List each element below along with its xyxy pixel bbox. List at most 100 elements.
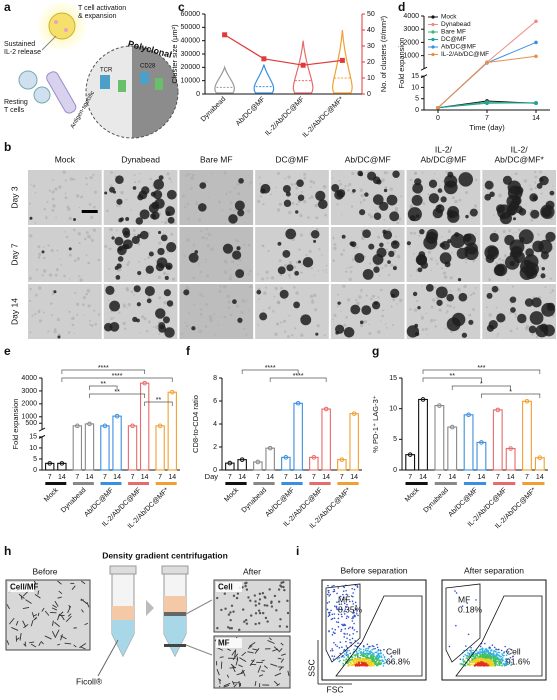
event: [343, 613, 346, 615]
label: IL-2 release: [4, 49, 41, 56]
texture: [435, 259, 437, 262]
fiber: [247, 645, 253, 649]
event: [462, 663, 464, 666]
point: [157, 423, 163, 429]
texture: [539, 265, 541, 268]
cell: [232, 594, 236, 598]
legend-marker: [431, 30, 435, 34]
event: [339, 641, 342, 643]
column-header: Ab/DC@MF: [345, 154, 391, 164]
texture: [229, 208, 232, 211]
cluster: [104, 191, 108, 195]
event: [353, 662, 356, 665]
fiber: [276, 683, 281, 687]
bar: [72, 425, 83, 471]
fiber: [51, 607, 58, 611]
tick-label: 500: [25, 420, 37, 427]
violin: [253, 64, 275, 94]
label: T cells: [4, 107, 25, 114]
event: [472, 661, 475, 663]
texture: [528, 184, 531, 187]
fiber: [277, 657, 282, 660]
bar: [522, 400, 532, 471]
texture: [229, 313, 233, 317]
point: [508, 446, 513, 451]
texture: [337, 180, 339, 182]
cell: [270, 601, 273, 605]
texture: [433, 172, 436, 175]
texture: [293, 265, 297, 269]
texture: [447, 229, 451, 233]
texture: [50, 314, 53, 317]
cell: [254, 622, 257, 626]
texture: [288, 260, 293, 265]
sub-tick-label: 7: [467, 474, 471, 481]
texture: [222, 284, 227, 289]
event: [342, 596, 345, 599]
fiber: [226, 674, 230, 678]
panel-label: e: [4, 344, 11, 358]
texture: [218, 289, 222, 293]
cluster: [488, 319, 498, 330]
texture: [187, 172, 190, 176]
fiber: [23, 643, 27, 647]
cluster: [506, 204, 518, 216]
event: [342, 590, 345, 592]
texture: [120, 190, 124, 195]
cluster: [132, 186, 137, 190]
texture: [339, 182, 343, 186]
cluster: [57, 335, 61, 339]
cell: [263, 604, 266, 607]
event: [374, 662, 376, 665]
event: [480, 648, 482, 651]
texture: [295, 186, 299, 190]
texture: [168, 177, 172, 181]
event: [362, 655, 365, 657]
texture: [273, 295, 276, 298]
event: [460, 663, 463, 665]
texture: [307, 216, 310, 219]
cluster: [528, 325, 537, 334]
bar: [337, 459, 347, 471]
event: [353, 622, 355, 625]
event: [501, 664, 503, 667]
event: [510, 664, 512, 667]
texture: [213, 313, 216, 316]
panel-label: d: [398, 0, 405, 14]
label: TCR: [100, 68, 113, 74]
texture: [82, 296, 86, 300]
violin: [214, 65, 235, 94]
cluster: [364, 192, 369, 197]
texture: [43, 256, 46, 260]
texture: [283, 319, 287, 323]
texture: [64, 196, 68, 200]
sig-bracket: [61, 377, 173, 382]
texture: [309, 294, 314, 299]
cluster: [359, 320, 364, 325]
texture: [190, 176, 194, 181]
texture: [127, 260, 131, 264]
tick-label: 4: [213, 421, 217, 428]
texture: [93, 309, 96, 312]
event: [358, 657, 361, 659]
texture: [138, 274, 141, 277]
cluster: [540, 251, 549, 260]
event: [327, 615, 330, 617]
event: [346, 637, 348, 640]
texture: [333, 246, 337, 250]
texture: [389, 187, 394, 191]
cell: [279, 584, 282, 587]
cluster: [359, 209, 366, 216]
gate: [335, 595, 423, 677]
event: [326, 608, 329, 611]
texture: [221, 209, 224, 212]
texture: [87, 262, 90, 264]
texture: [421, 285, 423, 288]
tick-label: 40000: [181, 38, 201, 45]
cluster: [135, 217, 144, 225]
group-bar: [493, 482, 516, 485]
texture: [540, 192, 543, 195]
fiber: [242, 671, 246, 677]
cluster: [489, 191, 495, 198]
texture: [446, 310, 449, 313]
